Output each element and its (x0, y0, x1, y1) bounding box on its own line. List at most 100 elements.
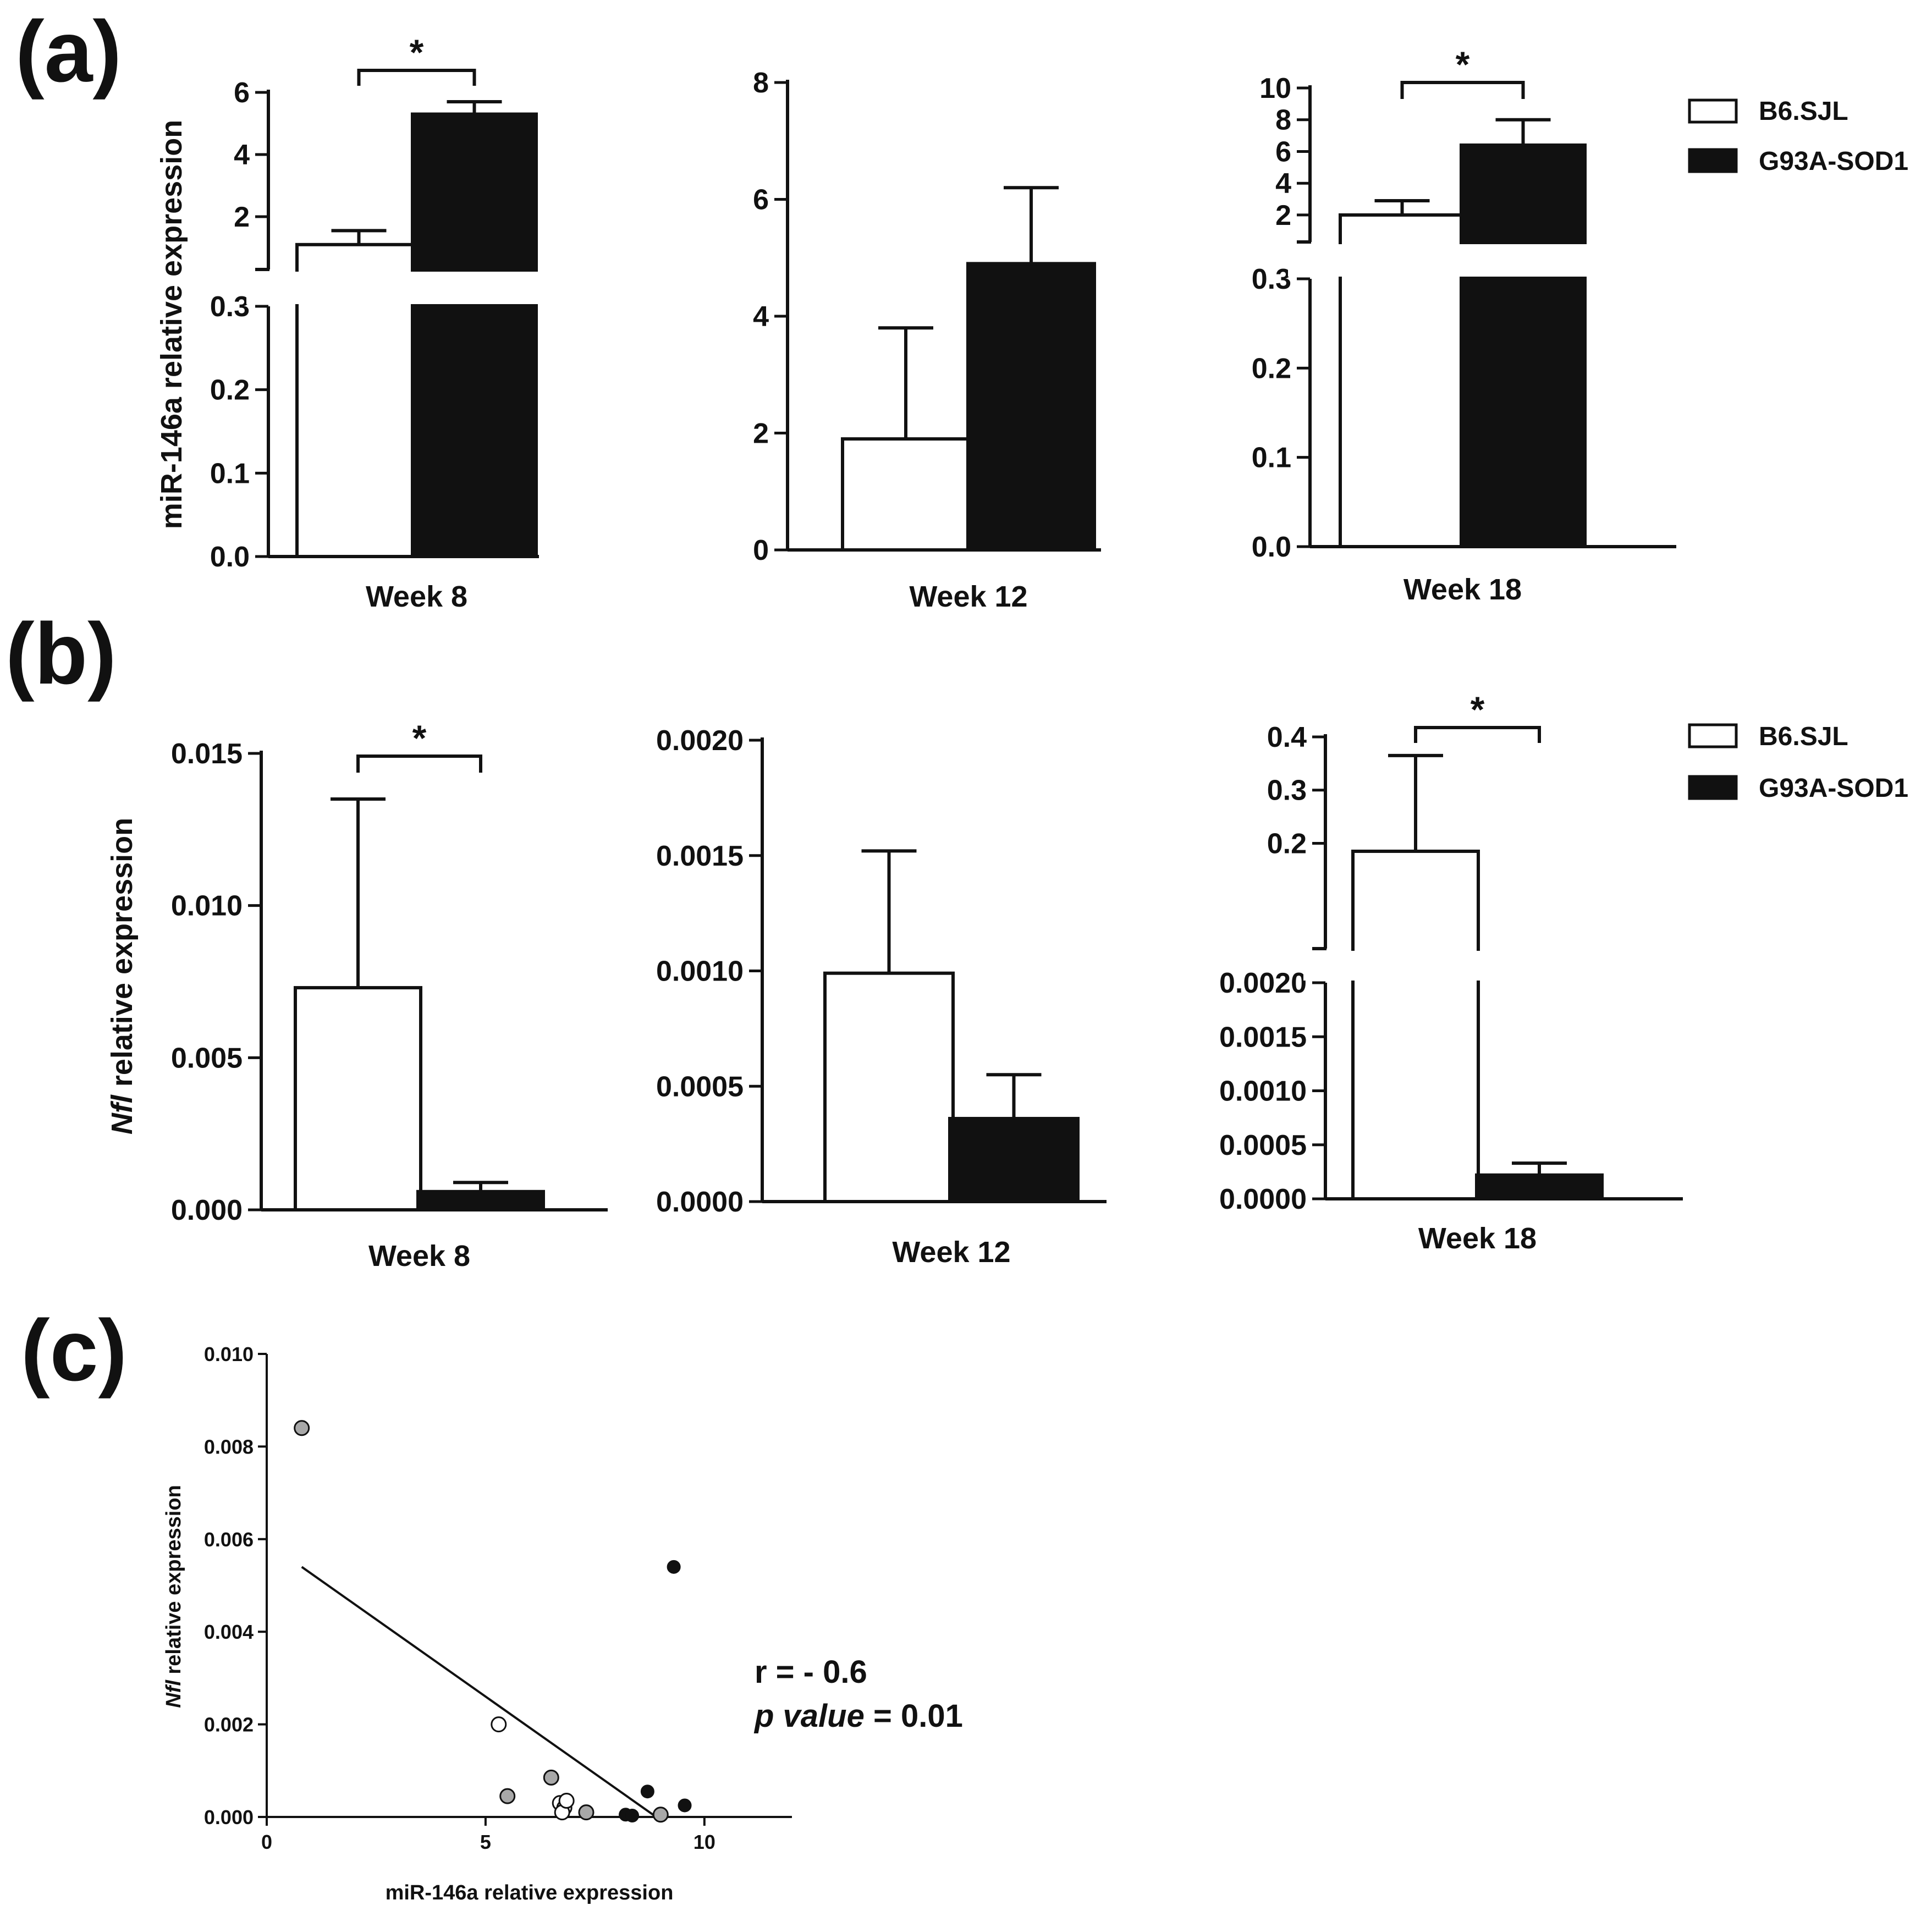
axis-break-gap (246, 272, 550, 304)
bar-g93a (966, 262, 1096, 552)
x-category-label: Week 12 (909, 580, 1027, 613)
regression-line (301, 1566, 657, 1818)
data-point-grey (499, 1788, 516, 1804)
x-category-label: Week 18 (1403, 573, 1522, 606)
x-category-label: Week 8 (368, 1240, 470, 1273)
bar-g93a (416, 1189, 545, 1212)
y-tick-label: 0.006 (204, 1528, 254, 1551)
chart-b-week-8: 0.000 0.005 0.010 0.015 Week 8 Nfl relative e… (106, 718, 608, 1273)
y-tick-label: 0.005 (171, 1042, 243, 1074)
y-tick-label: 0.3 (1267, 775, 1307, 807)
stat-p-value: p value = 0.01 (753, 1698, 963, 1734)
legend-label-control: B6.SJL (1759, 722, 1848, 751)
y-tick-label: 0.1 (210, 458, 250, 489)
y-tick-label: 0.3 (210, 291, 250, 323)
chart-a-week-8: 0.0 0.1 0.2 0.3 2 4 6 Week 8 miR-146a relative e… (155, 32, 550, 613)
y-tick-label: 2 (234, 201, 250, 233)
y-tick-label: 0.004 (204, 1621, 254, 1643)
y-tick-label: 0.3 (1252, 263, 1291, 295)
y-tick-label: 0.0000 (1219, 1183, 1307, 1215)
significance-marker: * (410, 32, 424, 73)
bar-g93a (1475, 1173, 1604, 1201)
y-tick-label: 0.0 (210, 541, 250, 573)
y-tick-label: 0.0015 (1219, 1021, 1307, 1053)
y-tick-label: 4 (234, 139, 250, 171)
legend-b: B6.SJL G93A-SOD1 (1688, 722, 1908, 803)
data-point-grey (578, 1804, 595, 1821)
y-tick-label: 0.0005 (656, 1071, 744, 1103)
y-axis-label: Nfl relative expression (162, 1485, 185, 1708)
data-point-black (625, 1808, 640, 1822)
y-tick-label: 8 (753, 67, 769, 99)
y-tick-label: 0.0020 (1219, 967, 1307, 999)
y-tick-label: 0.2 (1252, 353, 1291, 384)
significance-bracket (357, 69, 476, 86)
panel-label-c: (c) (21, 1302, 127, 1399)
y-tick-label: 0.000 (171, 1194, 243, 1226)
legend-swatch-g93a (1688, 775, 1738, 800)
y-tick-label: 0.0015 (656, 840, 744, 872)
legend-swatch-control (1688, 98, 1738, 124)
y-tick-label: 2 (1275, 200, 1291, 232)
panel-label-a: (a) (15, 3, 122, 100)
x-category-label: Week 8 (366, 580, 467, 613)
significance-bracket (356, 755, 482, 773)
data-point-black (667, 1560, 681, 1574)
y-tick-label: 0.2 (210, 375, 250, 406)
y-tick-label: 2 (753, 418, 769, 450)
x-axis-label: miR-146a relative expression (386, 1881, 674, 1904)
bar-control (1351, 849, 1480, 1200)
legend-a: B6.SJL G93A-SOD1 (1688, 97, 1908, 176)
chart-c-scatter: 0.000 0.002 0.004 0.006 0.008 0.010 0 5 10 miR-14… (162, 1343, 963, 1904)
bar-g93a (948, 1116, 1080, 1203)
y-tick-label: 0.010 (171, 890, 243, 922)
y-tick-label: 6 (1275, 136, 1291, 168)
data-point-black (678, 1798, 692, 1813)
chart-a-week-12: 0 2 4 6 8 Week 12 (753, 67, 1101, 613)
significance-marker: * (1471, 689, 1485, 730)
y-tick-label: 0.0005 (1219, 1130, 1307, 1161)
bar-g93a (411, 112, 538, 558)
y-tick-label: 0.0010 (1219, 1076, 1307, 1108)
y-tick-label: 4 (753, 301, 769, 333)
stat-r: r = - 0.6 (755, 1654, 867, 1690)
y-tick-label: 0.010 (204, 1343, 254, 1365)
x-tick-label: 10 (693, 1831, 715, 1853)
data-point-grey (294, 1420, 310, 1436)
y-tick-label: 0.0000 (656, 1186, 744, 1218)
y-tick-label: 0.015 (171, 738, 243, 770)
chart-b-week-12: 0.0000 0.0005 0.0010 0.0015 0.0020 Week 12 (656, 725, 1107, 1269)
y-tick-label: 0 (753, 535, 769, 566)
x-category-label: Week 18 (1418, 1222, 1537, 1255)
y-tick-label: 0.2 (1267, 828, 1307, 860)
axis-break-gap (1303, 951, 1694, 981)
panel-label-b: (b) (5, 605, 117, 702)
x-category-label: Week 12 (892, 1236, 1010, 1269)
y-tick-label: 0.000 (204, 1806, 254, 1829)
legend-swatch-g93a (1688, 148, 1738, 173)
legend-swatch-control (1688, 723, 1738, 748)
axis-break-gap (1288, 244, 1687, 277)
y-tick-label: 0.1 (1252, 442, 1291, 474)
data-point-grey (543, 1769, 559, 1786)
significance-marker: * (1456, 44, 1470, 85)
y-tick-label: 6 (753, 184, 769, 216)
y-tick-label: 0.4 (1267, 722, 1307, 753)
data-point-grey (652, 1807, 669, 1823)
significance-bracket (1400, 81, 1525, 99)
y-tick-label: 6 (234, 77, 250, 109)
y-tick-label: 4 (1275, 168, 1291, 200)
x-tick-label: 5 (480, 1831, 491, 1853)
significance-bracket (1414, 726, 1541, 743)
y-tick-label: 8 (1275, 104, 1291, 136)
y-tick-label: 10 (1259, 73, 1291, 104)
significance-marker: * (412, 718, 427, 758)
y-tick-label: 0.0010 (656, 956, 744, 988)
legend-label-g93a: G93A-SOD1 (1759, 774, 1908, 803)
data-point-open (491, 1716, 507, 1733)
bar-control (841, 437, 971, 552)
y-axis-label: miR-146a relative expression (155, 120, 188, 529)
x-tick-label: 0 (261, 1831, 272, 1853)
